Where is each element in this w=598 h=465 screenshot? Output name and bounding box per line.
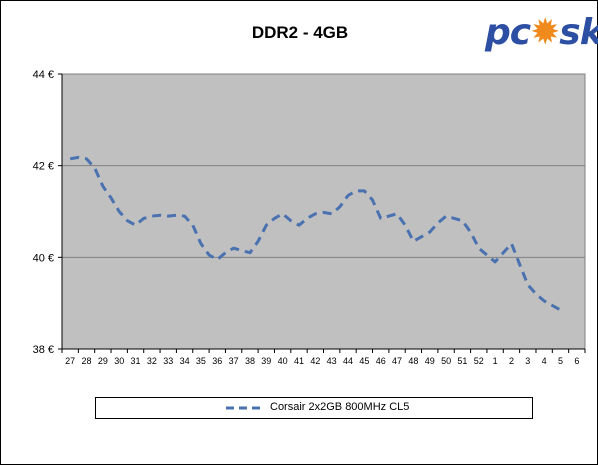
x-tick-label: 30 — [114, 356, 124, 366]
x-tick-label: 29 — [98, 356, 108, 366]
flame-icon: ✹ — [530, 12, 560, 53]
x-tick-label: 39 — [261, 356, 271, 366]
x-tick-label: 47 — [392, 356, 402, 366]
x-tick-label: 31 — [131, 356, 141, 366]
x-tick-label: 43 — [327, 356, 337, 366]
x-tick-label: 52 — [474, 356, 484, 366]
x-tick-label: 48 — [408, 356, 418, 366]
x-tick-label: 42 — [310, 356, 320, 366]
x-tick-label: 3 — [525, 356, 530, 366]
x-tick-label: 32 — [147, 356, 157, 366]
y-tick-label: 40 € — [33, 252, 54, 264]
series-line — [69, 155, 562, 312]
x-tick-label: 40 — [278, 356, 288, 366]
pcsk-logo: pc✹sk — [485, 12, 598, 59]
x-tick-label: 51 — [457, 356, 467, 366]
y-tick-label: 42 € — [33, 161, 54, 173]
x-tick-label: 35 — [196, 356, 206, 366]
x-tick-label: 27 — [65, 356, 75, 366]
chart-legend: Corsair 2x2GB 800MHz CL5 — [95, 397, 533, 419]
x-tick-label: 36 — [212, 356, 222, 366]
y-tick-label: 44 € — [33, 69, 54, 81]
x-tick-label: 50 — [441, 356, 451, 366]
x-tick-label: 6 — [574, 356, 579, 366]
x-tick-label: 28 — [82, 356, 92, 366]
x-tick-label: 1 — [493, 356, 498, 366]
x-tick-label: 5 — [558, 356, 563, 366]
x-tick-label: 45 — [359, 356, 369, 366]
legend-label: Corsair 2x2GB 800MHz CL5 — [270, 401, 410, 413]
x-tick-label: 49 — [425, 356, 435, 366]
x-tick-label: 46 — [376, 356, 386, 366]
x-tick-label: 2 — [509, 356, 514, 366]
logo-text-left: pc — [485, 12, 531, 53]
legend-line-swatch — [226, 406, 262, 410]
y-tick-label: 38 € — [33, 344, 54, 356]
x-tick-label: 34 — [180, 356, 190, 366]
x-tick-label: 38 — [245, 356, 255, 366]
x-tick-label: 41 — [294, 356, 304, 366]
x-tick-label: 44 — [343, 356, 353, 366]
chart-title: DDR2 - 4GB — [251, 23, 349, 42]
x-tick-label: 33 — [163, 356, 173, 366]
x-tick-label: 4 — [542, 356, 547, 366]
x-tick-label: 37 — [229, 356, 239, 366]
logo-text-right: sk — [559, 12, 598, 53]
